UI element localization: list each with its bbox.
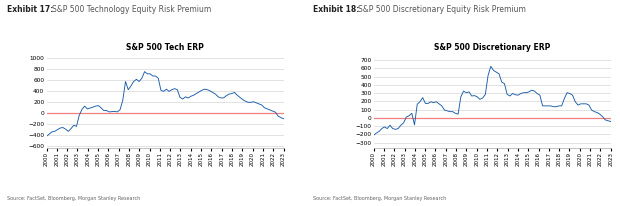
- Text: S&P 500 Technology Equity Risk Premium: S&P 500 Technology Equity Risk Premium: [52, 5, 211, 14]
- Text: Exhibit 18:: Exhibit 18:: [313, 5, 360, 14]
- Text: S&P 500 Discretionary Equity Risk Premium: S&P 500 Discretionary Equity Risk Premiu…: [358, 5, 526, 14]
- Text: Source: FactSet, Bloomberg, Morgan Stanley Research: Source: FactSet, Bloomberg, Morgan Stanl…: [313, 196, 446, 201]
- Title: S&P 500 Discretionary ERP: S&P 500 Discretionary ERP: [434, 43, 551, 52]
- Title: S&P 500 Tech ERP: S&P 500 Tech ERP: [126, 43, 204, 52]
- Text: Source: FactSet, Bloomberg, Morgan Stanley Research: Source: FactSet, Bloomberg, Morgan Stanl…: [7, 196, 141, 201]
- Text: Exhibit 17:: Exhibit 17:: [7, 5, 54, 14]
